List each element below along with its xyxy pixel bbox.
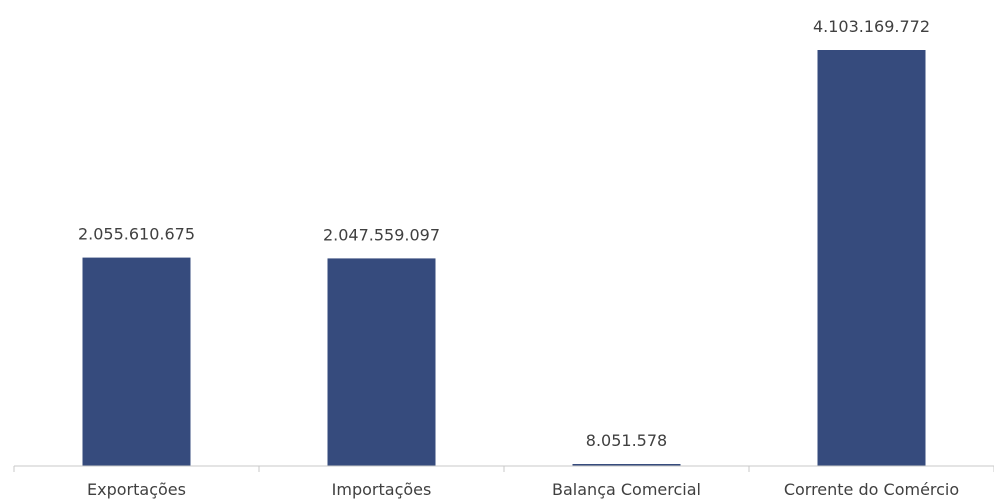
bar-exportacoes bbox=[83, 258, 191, 466]
bar-importacoes bbox=[328, 258, 436, 466]
bar-corrente-do-comercio bbox=[818, 50, 926, 466]
data-label-balanca-comercial: 8.051.578 bbox=[586, 431, 667, 450]
bars-layer bbox=[83, 50, 926, 466]
category-label-balanca-comercial: Balança Comercial bbox=[552, 480, 701, 499]
category-label-corrente-do-comercio: Corrente do Comércio bbox=[784, 480, 959, 499]
data-labels-layer: 2.055.610.675 2.047.559.097 8.051.578 4.103… bbox=[78, 17, 930, 450]
category-label-exportacoes: Exportações bbox=[87, 480, 186, 499]
x-axis-categories: Exportações Importações Balança Comercial C… bbox=[87, 480, 959, 499]
category-label-importacoes: Importações bbox=[332, 480, 432, 499]
data-label-corrente-do-comercio: 4.103.169.772 bbox=[813, 17, 930, 36]
data-label-importacoes: 2.047.559.097 bbox=[323, 225, 440, 244]
x-axis-ticks bbox=[14, 466, 994, 472]
data-label-exportacoes: 2.055.610.675 bbox=[78, 225, 195, 244]
